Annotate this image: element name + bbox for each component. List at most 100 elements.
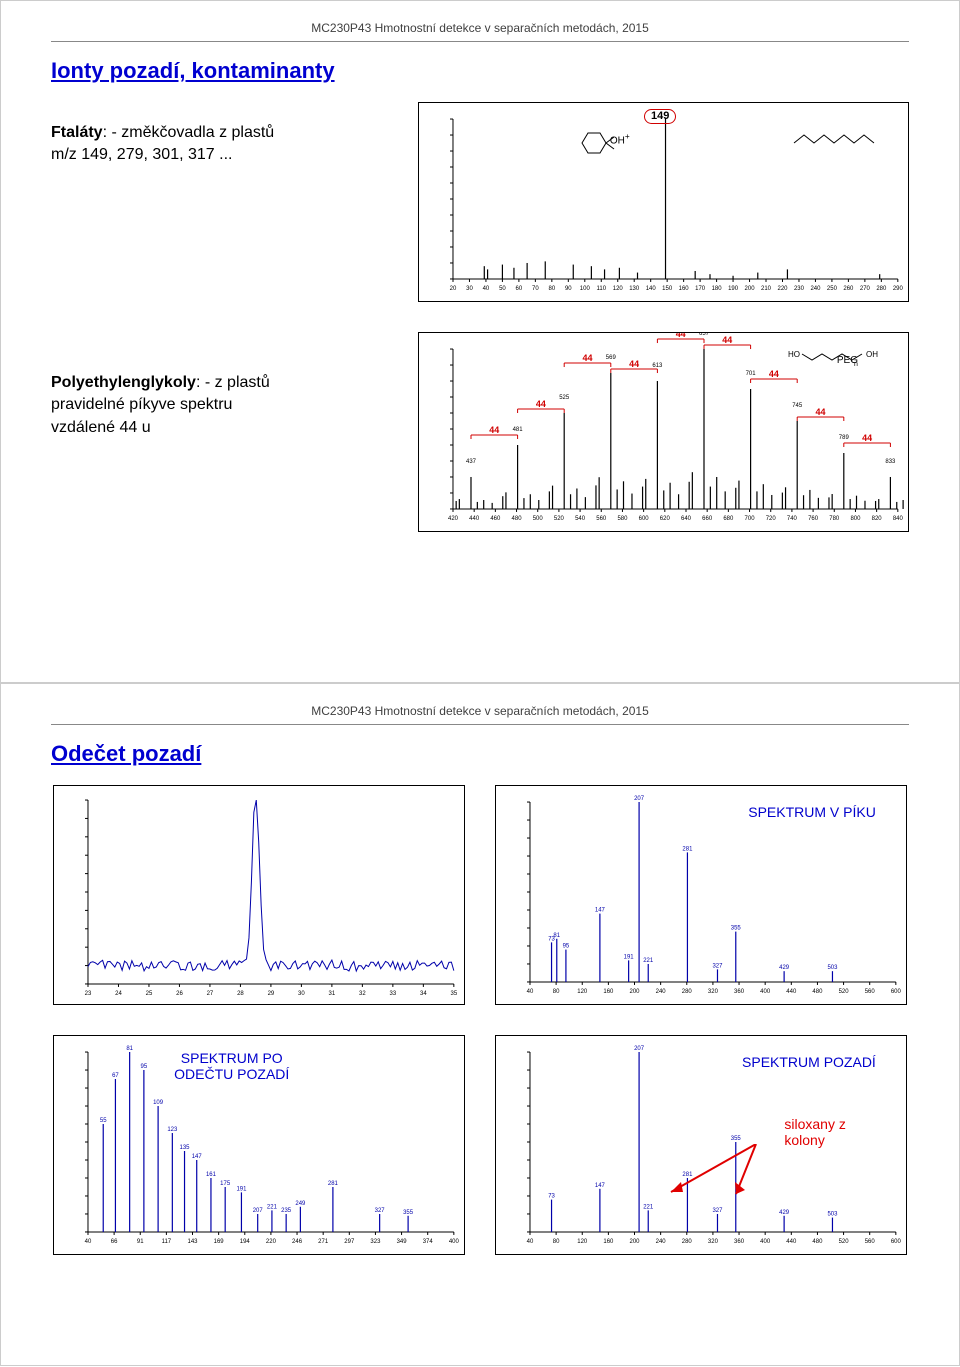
label-spec-peak: SPEKTRUM V PÍKU [748,804,876,820]
svg-text:123: 123 [168,1127,179,1133]
svg-text:400: 400 [449,1239,460,1245]
svg-text:657: 657 [699,333,710,337]
svg-text:355: 355 [731,1136,742,1142]
svg-text:503: 503 [827,1212,838,1218]
svg-text:349: 349 [397,1239,408,1245]
svg-text:210: 210 [761,286,772,292]
svg-text:135: 135 [180,1145,191,1151]
svg-text:120: 120 [613,286,624,292]
svg-text:191: 191 [237,1186,248,1192]
svg-text:207: 207 [634,1046,645,1052]
svg-text:800: 800 [851,516,862,522]
svg-text:40: 40 [85,1239,92,1245]
svg-text:44: 44 [536,399,546,409]
svg-text:560: 560 [596,516,607,522]
chart-grid: 23242526272829303132333435 SPEKTRUM V PÍ… [51,785,909,1255]
svg-text:27: 27 [207,991,214,997]
svg-text:297: 297 [344,1239,355,1245]
svg-text:170: 170 [695,286,706,292]
svg-text:73: 73 [548,1194,555,1200]
svg-text:327: 327 [712,963,723,969]
svg-text:600: 600 [639,516,650,522]
svg-text:520: 520 [839,1239,850,1245]
svg-text:249: 249 [296,1201,307,1207]
svg-text:24: 24 [115,991,122,997]
svg-text:110: 110 [597,286,607,292]
svg-text:207: 207 [634,796,645,802]
svg-text:221: 221 [643,958,654,964]
svg-text:700: 700 [745,516,756,522]
svg-text:OH: OH [866,350,878,359]
phthalate-spectrum: 149 OH+ 20304050607080901001101201301401… [418,102,909,302]
svg-text:180: 180 [712,286,723,292]
svg-text:460: 460 [491,516,502,522]
svg-text:440: 440 [786,989,797,995]
svg-text:580: 580 [618,516,629,522]
svg-text:235: 235 [281,1208,292,1214]
svg-text:175: 175 [220,1181,231,1187]
svg-text:147: 147 [192,1154,203,1160]
svg-text:327: 327 [375,1208,386,1214]
svg-text:95: 95 [563,944,570,950]
slide-header-2: MC230P43 Hmotnostní detekce v separačníc… [51,704,909,725]
svg-text:66: 66 [111,1239,118,1245]
svg-text:40: 40 [527,1239,534,1245]
svg-text:200: 200 [630,1239,641,1245]
svg-text:833: 833 [886,459,897,465]
svg-text:161: 161 [206,1172,217,1178]
svg-text:190: 190 [728,286,739,292]
svg-text:290: 290 [893,286,904,292]
peg-structure-icon: HOOHn [788,343,898,369]
svg-text:280: 280 [682,989,693,995]
svg-text:44: 44 [862,433,872,443]
svg-text:44: 44 [722,335,732,345]
svg-text:70: 70 [532,286,539,292]
rest-peg: : - z plastů [196,374,270,391]
svg-text:230: 230 [794,286,805,292]
svg-text:143: 143 [188,1239,199,1245]
svg-text:480: 480 [812,989,823,995]
line3-peg: vzdálené 44 u [51,419,151,436]
svg-text:29: 29 [268,991,275,997]
svg-text:360: 360 [734,1239,745,1245]
svg-text:20: 20 [450,286,457,292]
svg-text:109: 109 [153,1100,164,1106]
svg-text:246: 246 [292,1239,303,1245]
svg-text:520: 520 [839,989,850,995]
rest-ftalaty: : - změkčovadla z plastů [103,124,275,141]
svg-text:120: 120 [577,1239,588,1245]
svg-text:240: 240 [656,1239,667,1245]
svg-text:280: 280 [682,1239,693,1245]
svg-text:44: 44 [676,333,686,339]
slide-title-1: Ionty pozadí, kontaminanty [51,58,909,84]
svg-text:355: 355 [403,1210,414,1216]
svg-text:480: 480 [512,516,523,522]
svg-text:200: 200 [745,286,756,292]
svg-text:30: 30 [466,286,473,292]
svg-text:44: 44 [583,353,593,363]
svg-text:374: 374 [423,1239,434,1245]
svg-text:40: 40 [527,989,534,995]
svg-text:28: 28 [237,991,244,997]
svg-text:26: 26 [176,991,183,997]
svg-text:220: 220 [778,286,789,292]
svg-text:HO: HO [788,350,800,359]
svg-text:600: 600 [891,1239,902,1245]
svg-text:80: 80 [553,989,560,995]
svg-text:60: 60 [516,286,523,292]
spec-bg: SPEKTRUM POZADÍ siloxany z kolony 408012… [495,1035,907,1255]
svg-text:240: 240 [656,989,667,995]
svg-text:440: 440 [786,1239,797,1245]
svg-text:280: 280 [877,286,888,292]
svg-text:95: 95 [141,1064,148,1070]
svg-text:429: 429 [779,965,790,971]
svg-text:44: 44 [629,359,639,369]
svg-text:320: 320 [708,1239,719,1245]
svg-text:91: 91 [137,1239,144,1245]
svg-text:569: 569 [606,355,617,361]
svg-text:40: 40 [483,286,490,292]
svg-text:620: 620 [660,516,671,522]
svg-text:613: 613 [653,363,664,369]
svg-text:840: 840 [893,516,904,522]
svg-text:437: 437 [466,459,477,465]
